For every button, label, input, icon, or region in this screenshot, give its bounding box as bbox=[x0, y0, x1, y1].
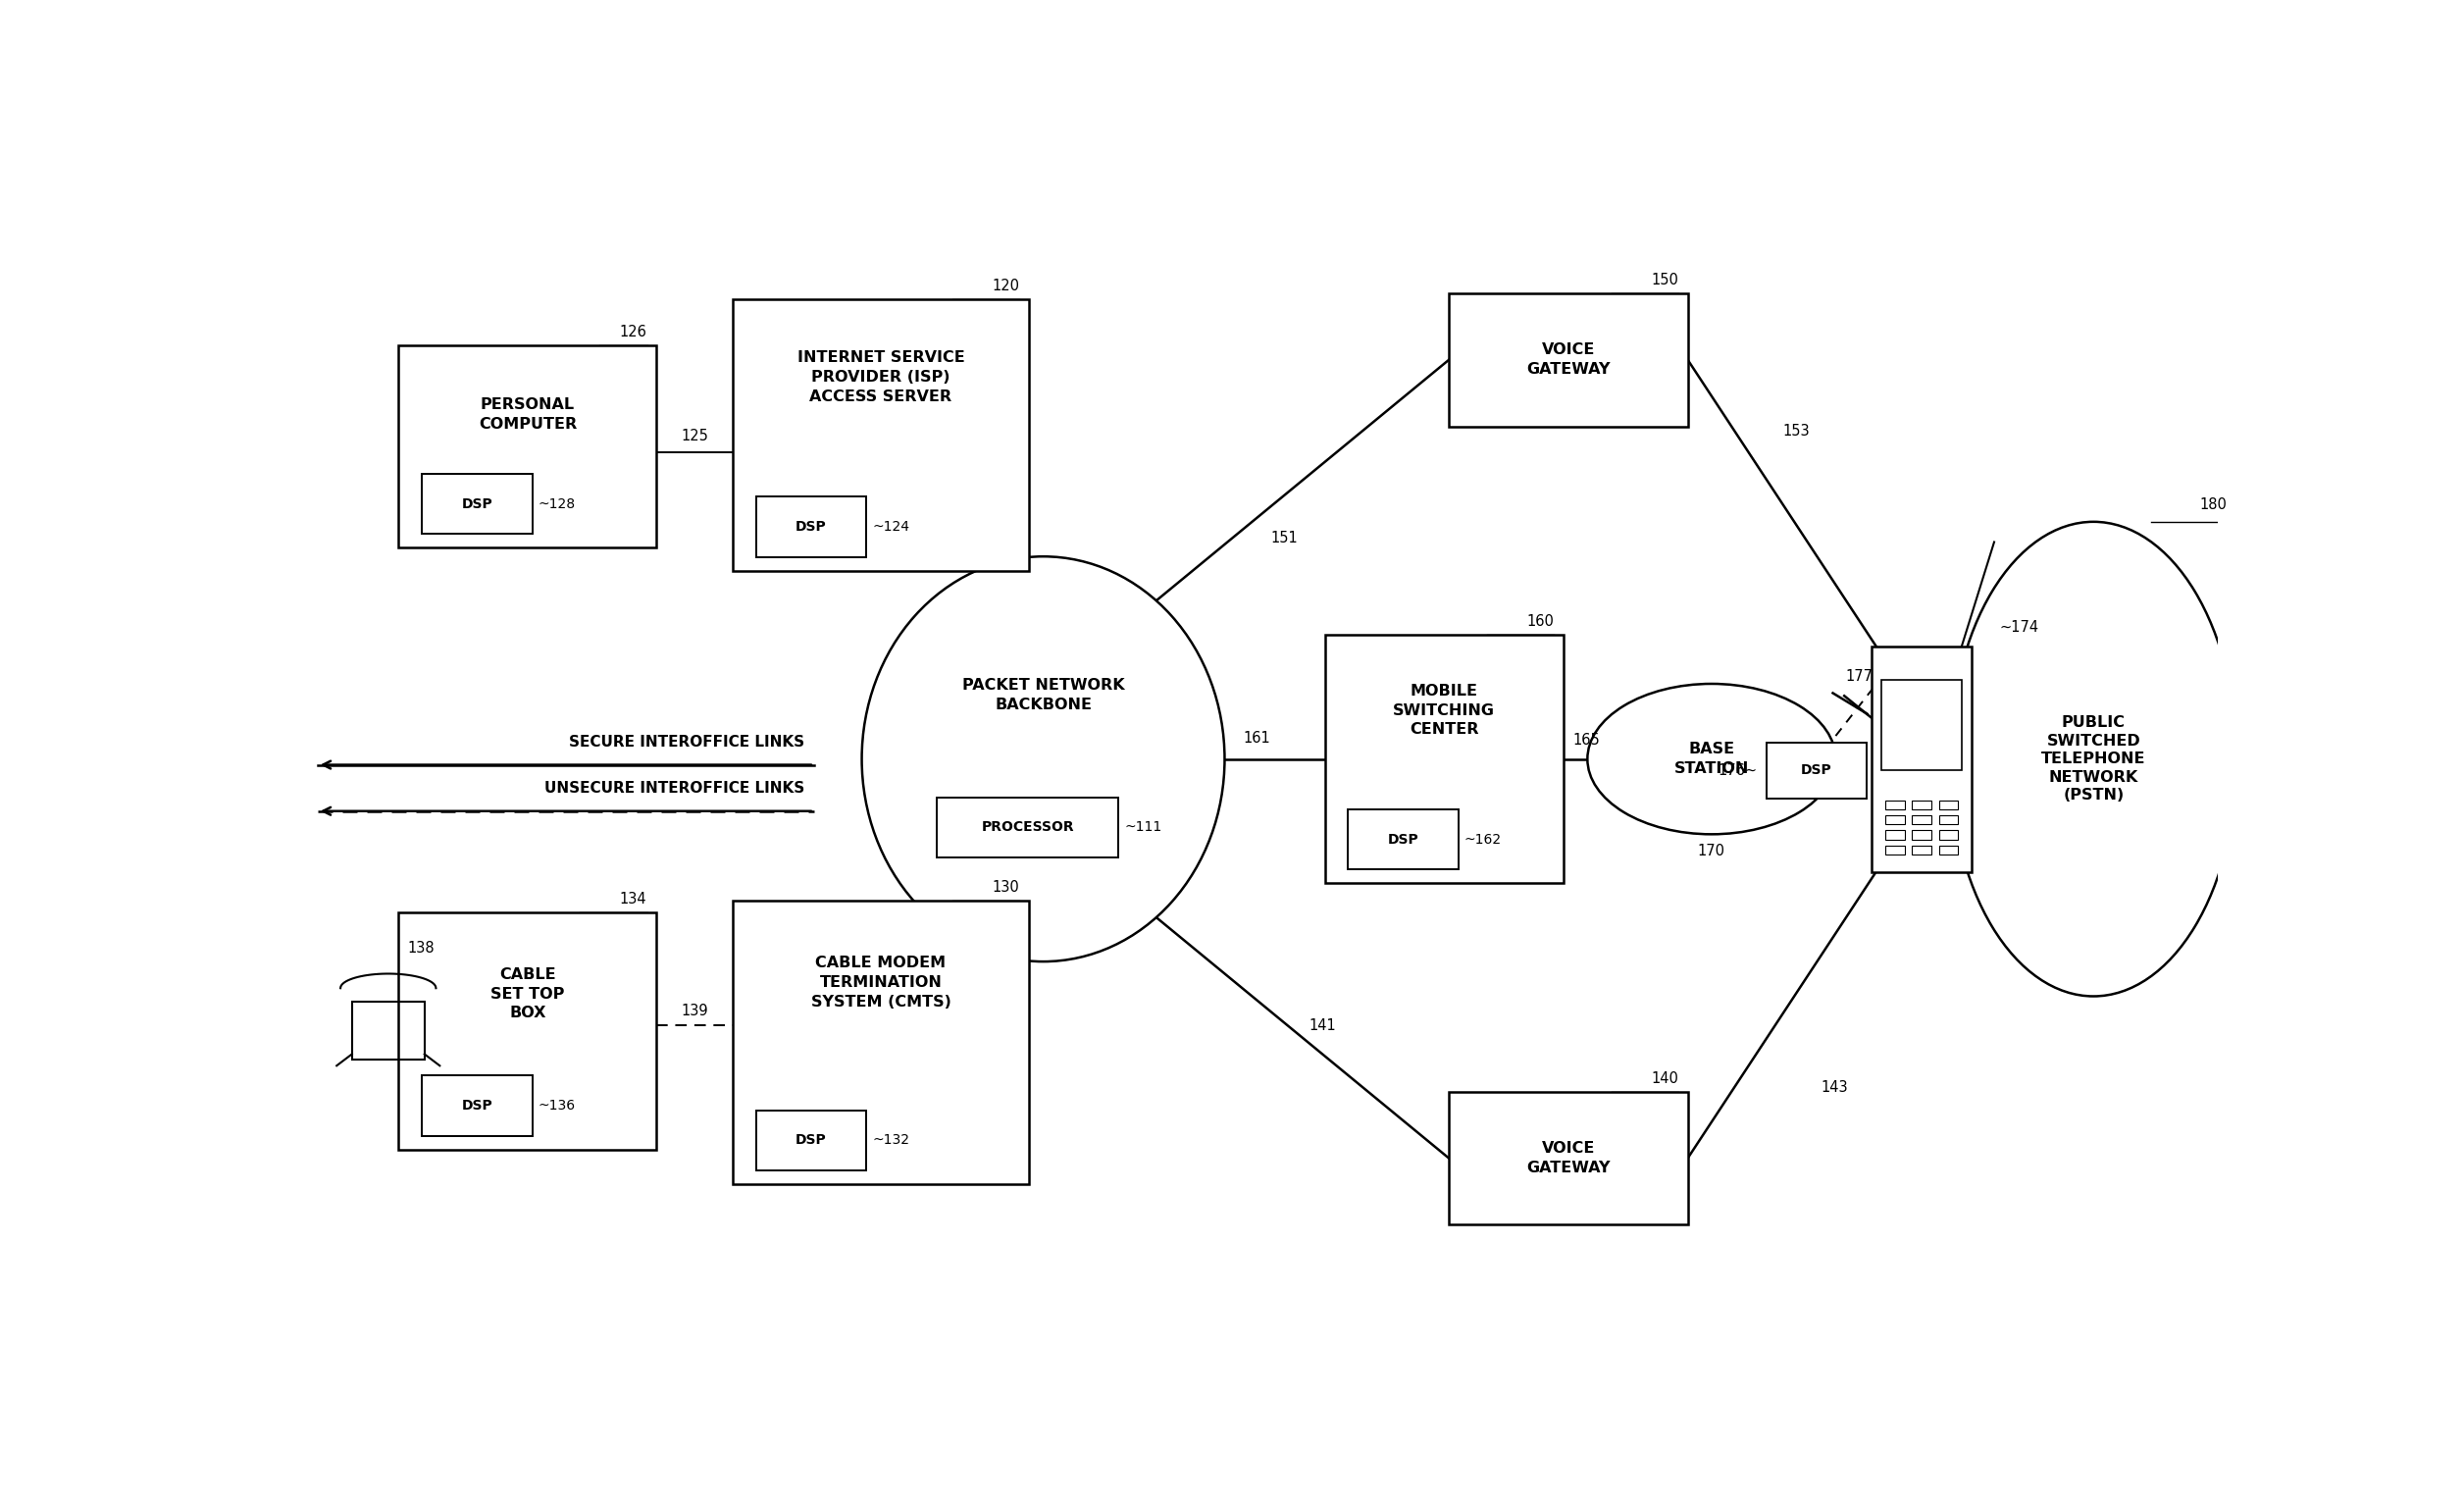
Bar bbox=[1449, 293, 1688, 427]
Bar bbox=[756, 1111, 867, 1171]
Text: 161: 161 bbox=[1244, 730, 1271, 745]
Bar bbox=[1885, 845, 1905, 855]
Bar bbox=[936, 797, 1119, 857]
Text: PUBLIC
SWITCHED
TELEPHONE
NETWORK
(PSTN): PUBLIC SWITCHED TELEPHONE NETWORK (PSTN) bbox=[2040, 715, 2146, 803]
Bar bbox=[1939, 800, 1959, 809]
Text: 138: 138 bbox=[407, 941, 434, 956]
Text: 153: 153 bbox=[1784, 424, 1811, 437]
Text: UNSECURE INTEROFFICE LINKS: UNSECURE INTEROFFICE LINKS bbox=[545, 782, 806, 797]
Text: ~136: ~136 bbox=[537, 1099, 577, 1112]
Text: PROCESSOR: PROCESSOR bbox=[981, 821, 1074, 834]
Text: 160: 160 bbox=[1528, 615, 1555, 628]
Text: VOICE
GATEWAY: VOICE GATEWAY bbox=[1525, 343, 1611, 377]
Text: 120: 120 bbox=[993, 278, 1020, 293]
Bar bbox=[732, 299, 1030, 571]
Text: ~174: ~174 bbox=[2001, 619, 2040, 634]
Bar bbox=[1912, 815, 1932, 825]
Text: DSP: DSP bbox=[796, 520, 828, 534]
Bar bbox=[1939, 815, 1959, 825]
Text: ~132: ~132 bbox=[872, 1133, 909, 1147]
Text: SECURE INTEROFFICE LINKS: SECURE INTEROFFICE LINKS bbox=[569, 735, 806, 750]
Text: DSP: DSP bbox=[1801, 764, 1833, 777]
Text: BASE
STATION: BASE STATION bbox=[1673, 742, 1749, 776]
Bar bbox=[421, 473, 532, 534]
Ellipse shape bbox=[862, 556, 1225, 962]
Text: 170: 170 bbox=[1698, 843, 1725, 858]
Text: 131~: 131~ bbox=[897, 924, 936, 938]
Text: 110: 110 bbox=[872, 971, 899, 986]
Bar bbox=[1873, 646, 1971, 872]
Text: MOBILE
SWITCHING
CENTER: MOBILE SWITCHING CENTER bbox=[1392, 684, 1496, 736]
Text: DSP: DSP bbox=[1387, 833, 1419, 846]
Text: 121~: 121~ bbox=[897, 556, 936, 571]
Text: DSP: DSP bbox=[796, 1133, 828, 1147]
Bar bbox=[1882, 679, 1961, 771]
Text: CABLE MODEM
TERMINATION
SYSTEM (CMTS): CABLE MODEM TERMINATION SYSTEM (CMTS) bbox=[811, 956, 951, 1009]
Bar bbox=[1326, 634, 1565, 884]
Text: CABLE
SET TOP
BOX: CABLE SET TOP BOX bbox=[490, 966, 564, 1021]
Text: 176~: 176~ bbox=[1717, 764, 1757, 779]
Bar bbox=[1912, 800, 1932, 809]
Text: 165: 165 bbox=[1572, 733, 1599, 747]
Bar bbox=[399, 346, 655, 547]
Bar bbox=[732, 900, 1030, 1184]
Bar bbox=[1449, 1091, 1688, 1225]
Text: ~124: ~124 bbox=[872, 520, 909, 534]
Bar bbox=[352, 1003, 424, 1060]
Text: 177: 177 bbox=[1846, 669, 1873, 684]
Bar bbox=[1912, 830, 1932, 840]
Text: 139: 139 bbox=[680, 1004, 707, 1018]
Bar bbox=[1767, 742, 1865, 798]
Text: 180: 180 bbox=[2200, 497, 2227, 513]
Text: PACKET NETWORK
BACKBONE: PACKET NETWORK BACKBONE bbox=[961, 678, 1124, 712]
Text: 130: 130 bbox=[993, 881, 1020, 894]
Text: 134: 134 bbox=[621, 891, 648, 906]
Bar bbox=[1885, 800, 1905, 809]
Text: ~111: ~111 bbox=[1124, 821, 1163, 834]
Text: VOICE
GATEWAY: VOICE GATEWAY bbox=[1525, 1141, 1611, 1175]
Bar bbox=[1912, 845, 1932, 855]
Text: 151: 151 bbox=[1271, 531, 1299, 546]
Bar bbox=[421, 1076, 532, 1136]
Text: 143: 143 bbox=[1821, 1081, 1848, 1094]
Text: 125: 125 bbox=[680, 428, 707, 443]
Bar bbox=[1939, 845, 1959, 855]
Circle shape bbox=[1587, 684, 1836, 834]
Text: 126: 126 bbox=[618, 325, 648, 340]
Bar bbox=[1939, 830, 1959, 840]
Bar bbox=[1885, 830, 1905, 840]
Text: ~128: ~128 bbox=[537, 497, 577, 511]
Text: 150: 150 bbox=[1651, 272, 1678, 287]
Text: PERSONAL
COMPUTER: PERSONAL COMPUTER bbox=[478, 397, 577, 431]
Text: 140: 140 bbox=[1651, 1072, 1678, 1087]
Text: ~162: ~162 bbox=[1464, 833, 1501, 846]
Ellipse shape bbox=[1951, 522, 2237, 996]
Text: 141: 141 bbox=[1308, 1019, 1335, 1033]
Text: DSP: DSP bbox=[461, 1099, 493, 1112]
Text: DSP: DSP bbox=[461, 497, 493, 511]
Bar bbox=[756, 497, 867, 558]
Bar bbox=[1348, 809, 1459, 870]
Bar bbox=[1885, 815, 1905, 825]
Bar bbox=[399, 912, 655, 1150]
Text: INTERNET SERVICE
PROVIDER (ISP)
ACCESS SERVER: INTERNET SERVICE PROVIDER (ISP) ACCESS S… bbox=[798, 350, 963, 404]
